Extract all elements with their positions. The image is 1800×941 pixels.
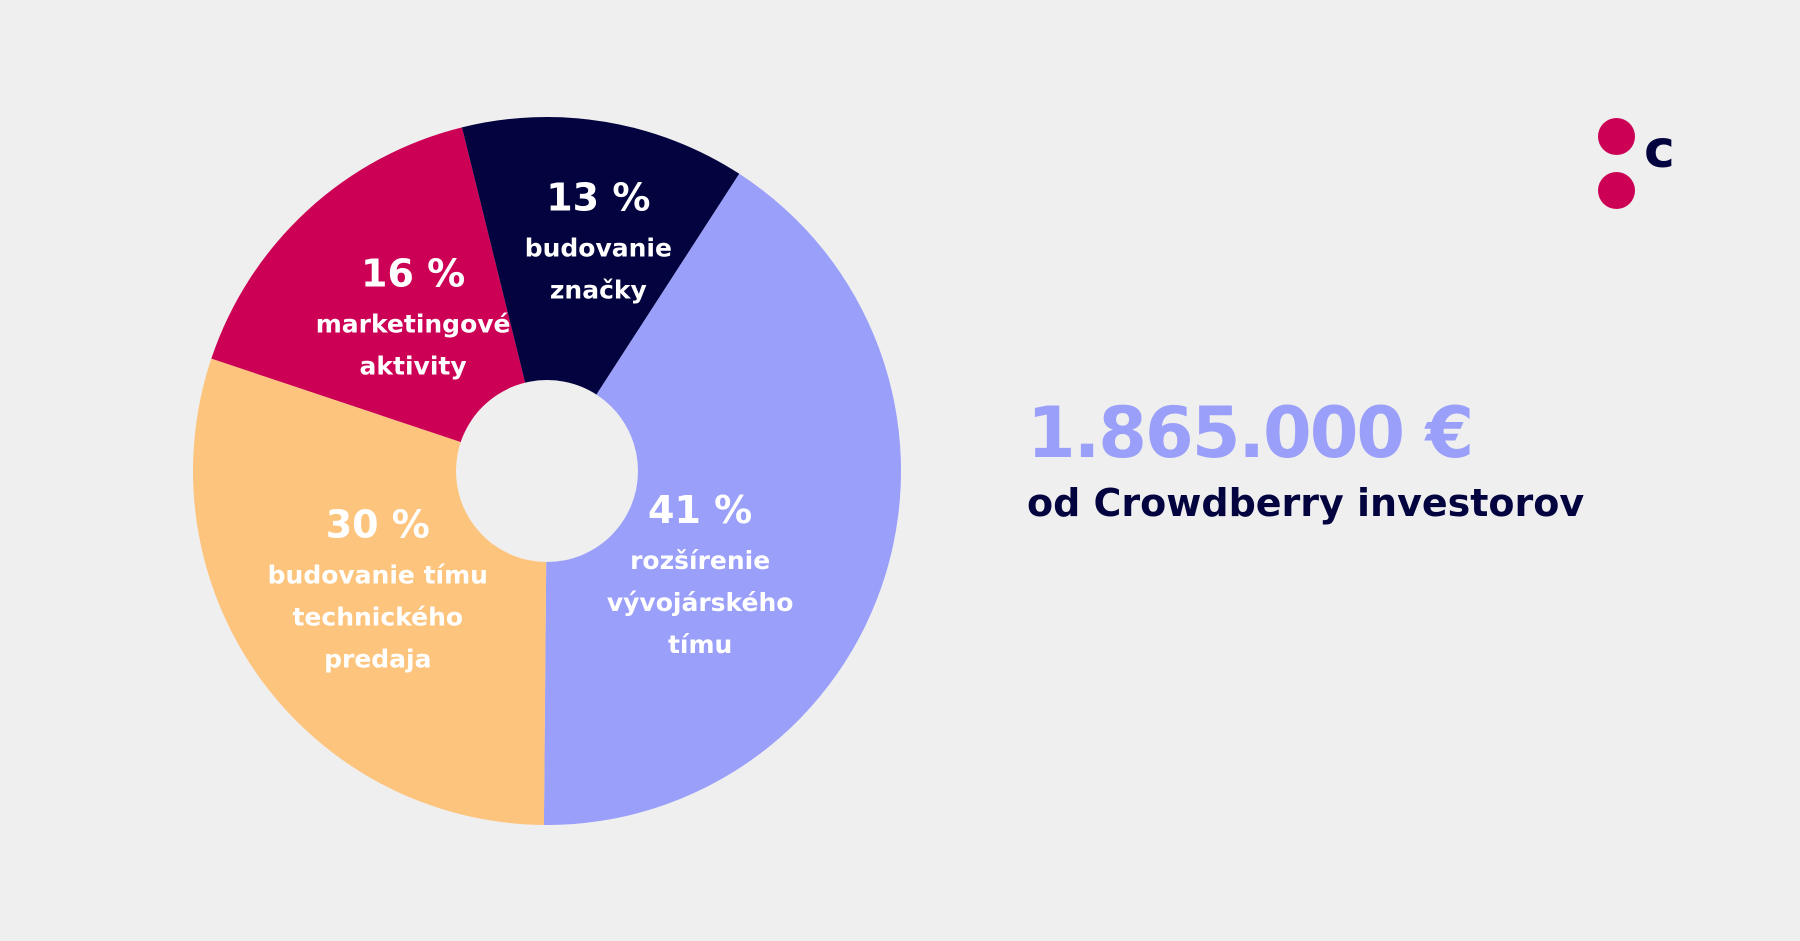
slice-description-label: rozšírenie (630, 546, 770, 575)
donut-chart: 16 % marketingové aktivity 13 % budovanie zna… (192, 117, 902, 826)
chart-labels: 16 % marketingové aktivity 13 % budovanie zna… (268, 175, 794, 673)
slice-description-label: tímu (668, 630, 732, 659)
logo-letter: c (1644, 120, 1675, 180)
slice-description-label: budovanie (525, 233, 672, 262)
logo-dot-bottom (1598, 172, 1635, 209)
slice-description-label: marketingové (316, 309, 511, 338)
chart-slices (192, 117, 902, 826)
pie-slice-3 (543, 173, 902, 826)
slice-description-label: predaja (324, 644, 431, 673)
funding-amount: 1.865.000 € (1027, 392, 1474, 474)
donut-hole (456, 380, 638, 562)
slice-description-label: značky (550, 275, 647, 304)
crowdberry-logo-icon: c (1590, 114, 1685, 214)
logo-dot-top (1598, 118, 1635, 155)
funding-summary: 1.865.000 € od Crowdberry investorov (1027, 398, 1727, 522)
slice-description-label: aktivity (360, 351, 467, 380)
slice-description-label: vývojárského (607, 588, 794, 617)
slice-description-label: budovanie tímu (268, 560, 488, 589)
slice-percentage-label: 16 % (361, 251, 465, 295)
slice-description-label: technického (292, 602, 463, 631)
slice-percentage-label: 13 % (546, 175, 650, 219)
slice-percentage-label: 30 % (326, 502, 430, 546)
funding-source: od Crowdberry investorov (1027, 481, 1585, 525)
slice-percentage-label: 41 % (648, 488, 752, 532)
pie-slice-1 (211, 127, 547, 471)
